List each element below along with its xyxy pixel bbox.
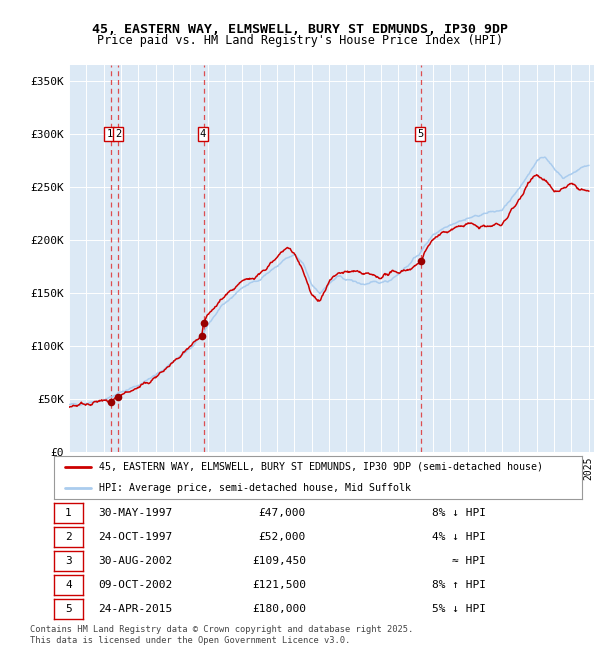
Text: 2: 2 [65, 532, 72, 542]
Text: £121,500: £121,500 [252, 580, 306, 590]
Text: 24-OCT-1997: 24-OCT-1997 [98, 532, 172, 541]
Text: £52,000: £52,000 [259, 532, 306, 541]
Text: 8% ↑ HPI: 8% ↑ HPI [432, 580, 486, 590]
Text: £180,000: £180,000 [252, 604, 306, 614]
Text: HPI: Average price, semi-detached house, Mid Suffolk: HPI: Average price, semi-detached house,… [99, 483, 411, 493]
Text: 5% ↓ HPI: 5% ↓ HPI [432, 604, 486, 614]
Text: 09-OCT-2002: 09-OCT-2002 [98, 580, 172, 590]
Text: 2: 2 [115, 129, 121, 139]
Text: £109,450: £109,450 [252, 556, 306, 566]
Text: 1: 1 [65, 508, 72, 518]
Text: 5: 5 [417, 129, 424, 139]
Text: ≈ HPI: ≈ HPI [452, 556, 486, 566]
Text: 24-APR-2015: 24-APR-2015 [98, 604, 172, 614]
Text: 4: 4 [200, 129, 206, 139]
Text: 5: 5 [65, 604, 72, 614]
Text: 4% ↓ HPI: 4% ↓ HPI [432, 532, 486, 541]
Text: 45, EASTERN WAY, ELMSWELL, BURY ST EDMUNDS, IP30 9DP (semi-detached house): 45, EASTERN WAY, ELMSWELL, BURY ST EDMUN… [99, 462, 543, 472]
Text: 30-AUG-2002: 30-AUG-2002 [98, 556, 172, 566]
Text: 1: 1 [106, 129, 113, 139]
Text: 45, EASTERN WAY, ELMSWELL, BURY ST EDMUNDS, IP30 9DP: 45, EASTERN WAY, ELMSWELL, BURY ST EDMUN… [92, 23, 508, 36]
Text: 8% ↓ HPI: 8% ↓ HPI [432, 508, 486, 517]
Text: Price paid vs. HM Land Registry's House Price Index (HPI): Price paid vs. HM Land Registry's House … [97, 34, 503, 47]
Text: Contains HM Land Registry data © Crown copyright and database right 2025.
This d: Contains HM Land Registry data © Crown c… [30, 625, 413, 645]
Text: 4: 4 [65, 580, 72, 590]
Text: £47,000: £47,000 [259, 508, 306, 517]
Text: 3: 3 [65, 556, 72, 566]
Text: 30-MAY-1997: 30-MAY-1997 [98, 508, 172, 517]
